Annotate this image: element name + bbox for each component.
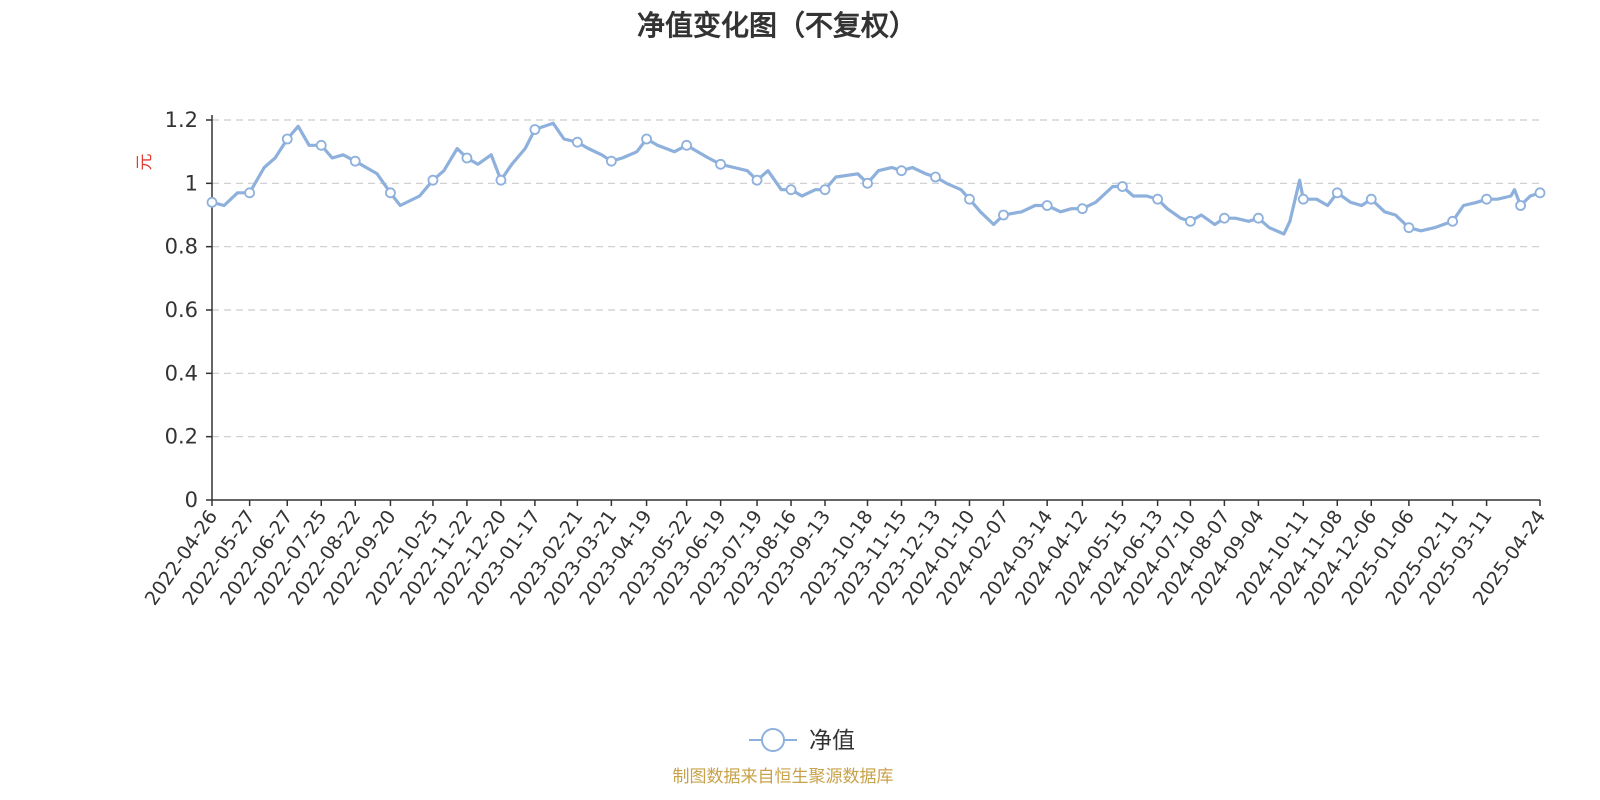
y-tick-label: 0.2 xyxy=(165,425,198,449)
y-tick-label: 1.2 xyxy=(165,108,198,132)
data-point xyxy=(281,133,293,145)
source-note: 制图数据来自恒生聚源数据库 xyxy=(672,767,894,787)
data-point xyxy=(1252,212,1264,224)
data-point xyxy=(1365,193,1377,205)
data-point xyxy=(1076,203,1088,215)
data-point xyxy=(571,136,583,148)
y-tick-label: 1 xyxy=(185,171,198,195)
data-point xyxy=(819,184,831,196)
data-point xyxy=(1447,215,1458,227)
data-point xyxy=(315,139,327,151)
data-point xyxy=(1481,193,1492,205)
data-point xyxy=(1152,193,1164,205)
data-point xyxy=(751,174,763,186)
data-point xyxy=(1041,200,1053,211)
legend-label: 净值 xyxy=(809,728,855,754)
data-point xyxy=(1515,200,1526,211)
data-point xyxy=(1331,187,1343,199)
data-point xyxy=(681,139,693,151)
data-point xyxy=(349,155,361,167)
data-point xyxy=(427,174,439,186)
data-point xyxy=(896,165,907,177)
y-tick-label: 0.8 xyxy=(165,235,198,259)
data-point xyxy=(998,209,1009,221)
y-axis-label: 元 xyxy=(135,154,155,171)
data-point xyxy=(605,155,617,167)
data-point xyxy=(1534,187,1546,199)
data-point xyxy=(1117,181,1128,192)
data-point xyxy=(1297,193,1309,205)
data-point xyxy=(1184,215,1196,227)
y-tick-label: 0.6 xyxy=(165,298,198,322)
data-point xyxy=(385,187,396,199)
data-point xyxy=(1218,212,1230,224)
data-point xyxy=(785,184,797,196)
legend-marker-icon xyxy=(761,728,785,752)
y-tick-label: 0.4 xyxy=(165,361,198,385)
data-point xyxy=(930,171,941,183)
data-point xyxy=(495,174,507,186)
data-point xyxy=(1403,222,1415,234)
data-point xyxy=(206,196,218,208)
data-point xyxy=(862,177,873,189)
data-point xyxy=(244,187,256,199)
y-tick-label: 0 xyxy=(185,488,198,512)
chart-title: 净值变化图（不复权） xyxy=(636,9,917,42)
data-point xyxy=(964,193,975,205)
series-line xyxy=(210,121,1542,236)
data-point xyxy=(461,152,473,164)
data-point xyxy=(715,158,727,170)
data-point xyxy=(529,124,541,135)
data-point xyxy=(641,133,652,145)
